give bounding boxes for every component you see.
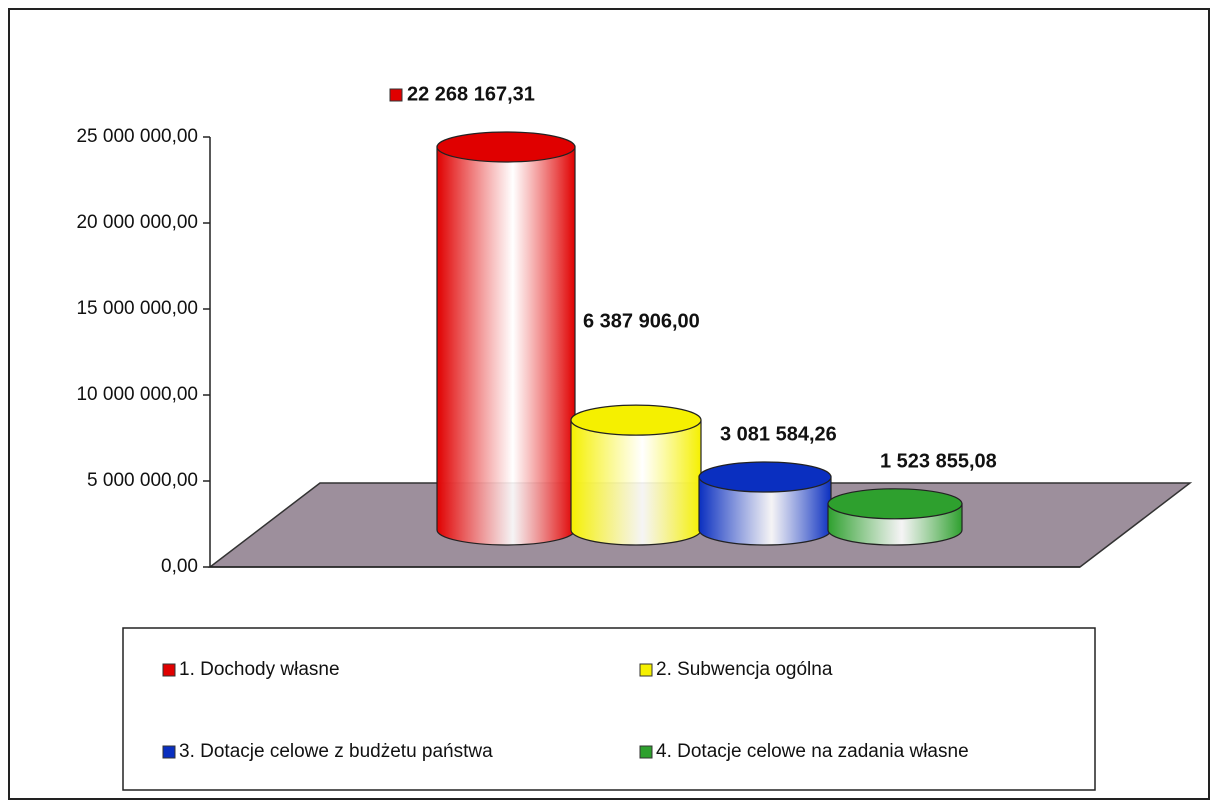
bar-body [436,146,576,546]
y-tick-label: 5 000 000,00 [87,470,198,491]
bar [436,131,576,546]
value-label: 6 387 906,00 [583,310,700,332]
legend-label: 2. Subwencja ogólna [656,659,833,680]
legend-label: 4. Dotacje celowe na zadania własne [656,741,969,762]
bar [570,404,702,546]
y-tick-label: 20 000 000,00 [76,212,198,233]
legend-swatch [639,745,653,759]
legend-label: 3. Dotacje celowe z budżetu państwa [179,741,493,762]
y-tick-label: 25 000 000,00 [76,126,198,147]
value-label: 1 523 855,08 [880,450,997,472]
y-tick-label: 0,00 [161,556,198,577]
bar [827,488,963,546]
bar [698,461,832,546]
label-key [389,88,403,102]
legend [122,627,1096,791]
legend-swatch [162,663,176,677]
y-tick-label: 15 000 000,00 [76,298,198,319]
value-label: 22 268 167,31 [407,83,535,105]
bar-top [827,488,963,520]
legend-label: 1. Dochody własne [179,659,340,680]
bar-top [436,131,576,163]
legend-swatch [162,745,176,759]
bar-body [698,476,832,546]
y-tick-label: 10 000 000,00 [76,384,198,405]
legend-swatch [639,663,653,677]
bar-top [698,461,832,493]
value-label: 3 081 584,26 [720,423,837,445]
bar-body [570,419,702,546]
bar-top [570,404,702,436]
